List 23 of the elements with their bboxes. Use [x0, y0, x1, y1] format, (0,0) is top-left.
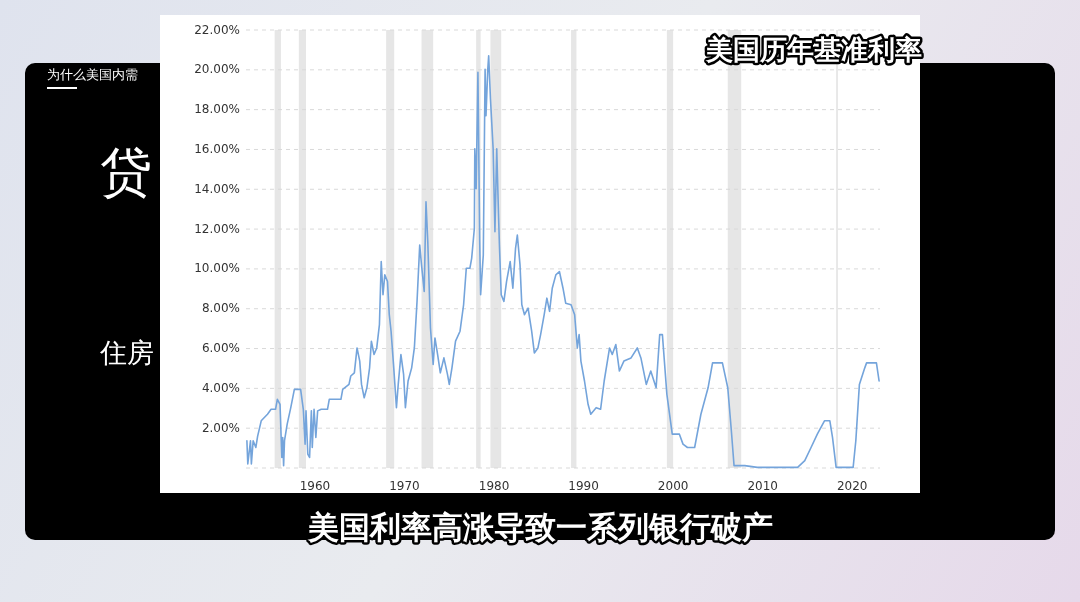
y-tick-label: 10.00% — [194, 261, 240, 276]
x-tick-label: 2000 — [657, 478, 689, 493]
text: 为什么美国内需 — [47, 67, 138, 82]
text: 美国利率高涨导致一系列银行破产 — [306, 509, 773, 545]
text: 住房 — [99, 337, 154, 368]
x-tick-label: 2010 — [747, 478, 778, 493]
y-tick-label: 18.00% — [194, 102, 240, 117]
x-tick-label: 2020 — [836, 478, 868, 493]
y-tick-label: 8.00% — [201, 301, 240, 316]
x-tick-label: 1970 — [389, 478, 420, 493]
y-tick-label: 14.00% — [194, 181, 240, 196]
y-tick-label: 6.00% — [201, 341, 240, 356]
y-tick-label: 2.00% — [201, 420, 240, 435]
y-tick-label: 12.00% — [194, 221, 240, 236]
y-tick-label: 4.00% — [201, 380, 240, 395]
y-tick-label: 16.00% — [194, 141, 240, 156]
x-tick-label: 1960 — [299, 478, 331, 493]
chart-title: 美国历年基准利率 — [705, 34, 922, 65]
y-tick-label: 22.00% — [194, 22, 240, 37]
x-tick-label: 1980 — [478, 478, 510, 493]
x-tick-label: 1990 — [568, 478, 599, 493]
y-tick-label: 20.00% — [194, 62, 240, 77]
text: 贷 — [100, 142, 152, 202]
